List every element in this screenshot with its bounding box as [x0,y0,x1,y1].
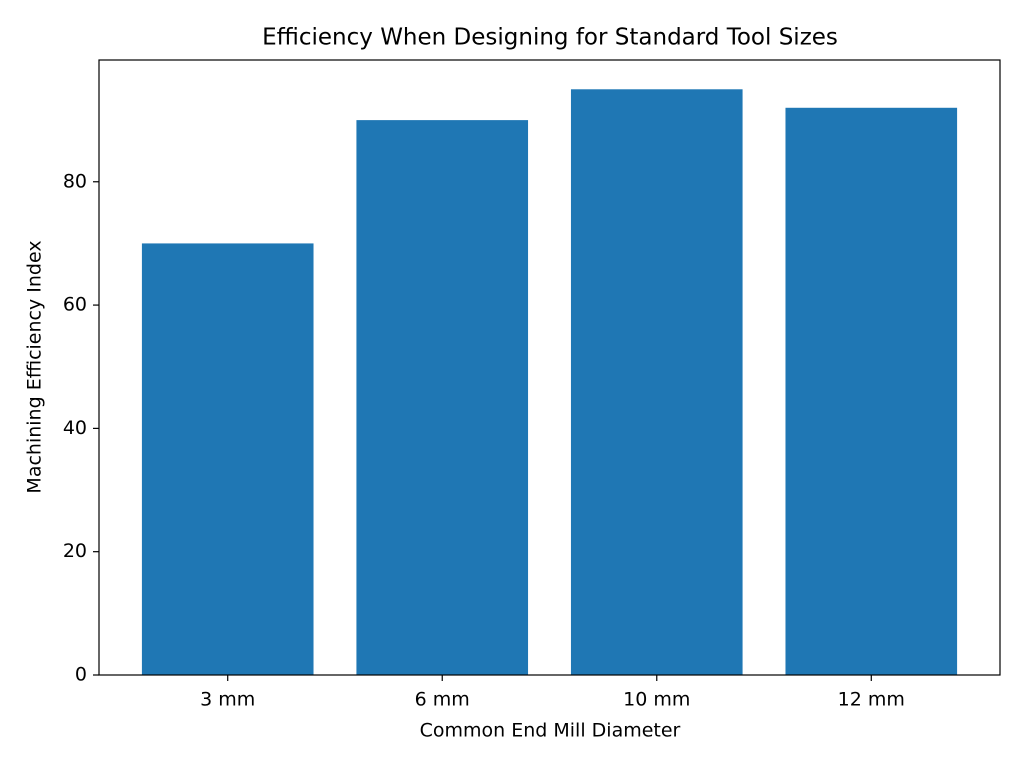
x-tick-label: 6 mm [415,689,470,711]
x-tick-label: 10 mm [623,689,690,711]
chart-title: Efficiency When Designing for Standard T… [262,25,838,51]
y-axis-label: Machining Efficiency Index [24,240,46,493]
bar [356,120,529,675]
bar [570,89,743,676]
y-tick-label: 60 [63,294,87,316]
x-axis-label: Common End Mill Diameter [420,720,681,742]
x-tick-label: 3 mm [200,689,255,711]
plot-frame [98,59,1001,676]
bar [785,107,958,675]
y-tick-label: 0 [75,664,87,686]
y-tick-label: 20 [63,540,87,562]
y-tick-label: 80 [63,170,87,192]
x-tick-label: 12 mm [838,689,905,711]
y-tick-label: 40 [63,417,87,439]
bar [141,243,314,675]
